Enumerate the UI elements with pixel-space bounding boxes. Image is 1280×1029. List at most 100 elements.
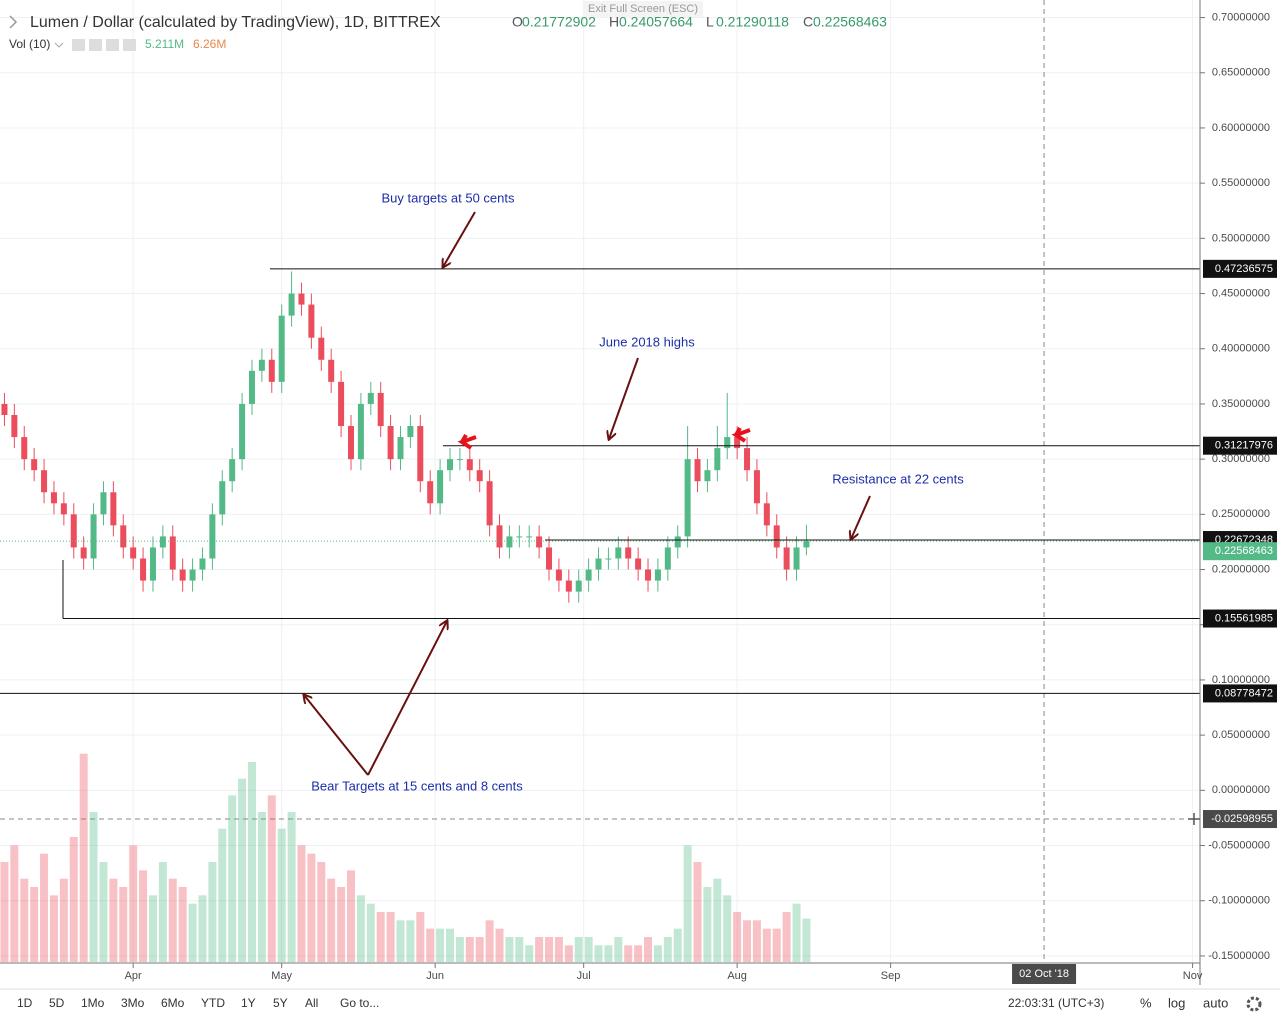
- range-button[interactable]: 1Mo: [81, 996, 105, 1010]
- last-price-label: 0.22568463: [1215, 545, 1273, 557]
- scale-option[interactable]: auto: [1203, 995, 1228, 1010]
- volume-bar: [69, 837, 78, 962]
- volume-bar: [267, 795, 276, 962]
- scale-option[interactable]: log: [1168, 995, 1185, 1010]
- x-tick-label: Nov: [1183, 970, 1203, 982]
- range-button[interactable]: 5Y: [273, 996, 288, 1010]
- candle-body: [486, 481, 493, 526]
- y-tick-label: 0.55000000: [1212, 177, 1270, 189]
- scale-option[interactable]: %: [1140, 995, 1152, 1010]
- candle-body: [258, 359, 265, 371]
- volume-bar: [119, 887, 128, 962]
- volume-bar: [198, 895, 207, 962]
- candle-body: [704, 470, 711, 482]
- y-tick-label: 0.25000000: [1212, 508, 1270, 520]
- goto-button[interactable]: Go to...: [340, 996, 379, 1010]
- settings-gear[interactable]: [1246, 996, 1262, 1012]
- candle-body: [130, 547, 137, 559]
- candle-body: [159, 536, 166, 548]
- volume-pane: [0, 753, 811, 962]
- level-label-box: [1203, 609, 1277, 628]
- candle-body: [397, 437, 404, 460]
- volume-bar: [723, 895, 732, 962]
- level-label: 0.15561985: [1215, 612, 1273, 624]
- chart-title: Lumen / Dollar (calculated by TradingVie…: [30, 14, 441, 31]
- annotation-arrow: [367, 621, 447, 776]
- candle-body: [763, 503, 770, 526]
- ohlc-key: O: [512, 14, 523, 30]
- level-label-box: [1203, 259, 1277, 278]
- candle-body: [377, 392, 384, 427]
- volume-bar: [495, 928, 504, 962]
- volume-bar: [644, 937, 653, 962]
- exit-fullscreen-label[interactable]: Exit Full Screen (ESC): [588, 3, 698, 15]
- candle-body: [328, 359, 335, 382]
- candle-body: [734, 437, 741, 449]
- volume-bar: [693, 862, 702, 962]
- collapse-icon[interactable]: [9, 15, 18, 29]
- candle-body: [209, 514, 216, 559]
- volume-menu[interactable]: [54, 42, 64, 48]
- volume-bar: [49, 895, 58, 962]
- candle-body: [31, 459, 38, 471]
- eye-button[interactable]: [72, 39, 85, 51]
- exit-fullscreen[interactable]: [583, 1, 703, 17]
- candle-body: [793, 547, 800, 570]
- range-button[interactable]: All: [305, 996, 318, 1010]
- volume-bar: [614, 937, 623, 962]
- candle-body: [357, 403, 364, 460]
- y-tick-label: 0.65000000: [1212, 67, 1270, 79]
- range-button[interactable]: 6Mo: [161, 996, 185, 1010]
- candle-body: [288, 293, 295, 316]
- volume-bar: [703, 887, 712, 962]
- candle-body: [605, 558, 612, 560]
- candle-body: [585, 569, 592, 581]
- volume-readout: 5.211M: [145, 37, 184, 51]
- candle-body: [615, 547, 622, 559]
- range-button[interactable]: 3Mo: [121, 996, 145, 1010]
- volume-bar: [604, 945, 613, 962]
- range-button[interactable]: 1Y: [241, 996, 256, 1010]
- volume-bar: [0, 862, 9, 962]
- cursor-date-box: [1012, 964, 1077, 984]
- annotation-arrow: [304, 695, 369, 776]
- y-tick-label: 0.05000000: [1212, 729, 1270, 741]
- volume-bar: [574, 937, 583, 962]
- volume-bar: [10, 845, 19, 962]
- range-button[interactable]: 5D: [49, 996, 65, 1010]
- range-button[interactable]: 1D: [17, 996, 33, 1010]
- range-button[interactable]: YTD: [201, 996, 225, 1010]
- y-tick-label: -0.10000000: [1208, 895, 1270, 907]
- volume-bar: [346, 870, 355, 962]
- volume-bar: [109, 878, 118, 962]
- volume-bar: [683, 845, 692, 962]
- volume-bar: [158, 862, 167, 962]
- close-button[interactable]: [123, 39, 136, 51]
- candle-body: [219, 481, 226, 515]
- settings-button[interactable]: [89, 39, 102, 51]
- volume-bar: [337, 887, 346, 962]
- candle-body: [714, 448, 721, 471]
- volume-bar: [792, 903, 801, 962]
- volume-bar: [416, 912, 425, 962]
- candle-body: [516, 536, 523, 538]
- volume-bar: [624, 945, 633, 962]
- candle-body: [41, 470, 48, 493]
- candle-body: [110, 492, 117, 526]
- volume-bar: [30, 887, 39, 962]
- candle-body: [387, 426, 394, 460]
- add-button[interactable]: [106, 39, 119, 51]
- candle-body: [744, 448, 751, 471]
- volume-bar: [564, 945, 573, 962]
- candle-body: [456, 459, 463, 461]
- volume-bar: [733, 912, 742, 962]
- axes: 0.70000000 0.65000000 0.60000000 0.55000000…: [125, 11, 1277, 984]
- candle-body: [169, 536, 176, 570]
- annotation-arrow: [443, 211, 476, 267]
- level-label: 0.08778472: [1215, 687, 1273, 699]
- y-tick-label: 0.00000000: [1212, 784, 1270, 796]
- marker-arrow: [457, 434, 477, 450]
- annotation: Bear Targets at 15 cents and 8 cents: [311, 778, 523, 793]
- annotation: June 2018 highs: [599, 334, 695, 349]
